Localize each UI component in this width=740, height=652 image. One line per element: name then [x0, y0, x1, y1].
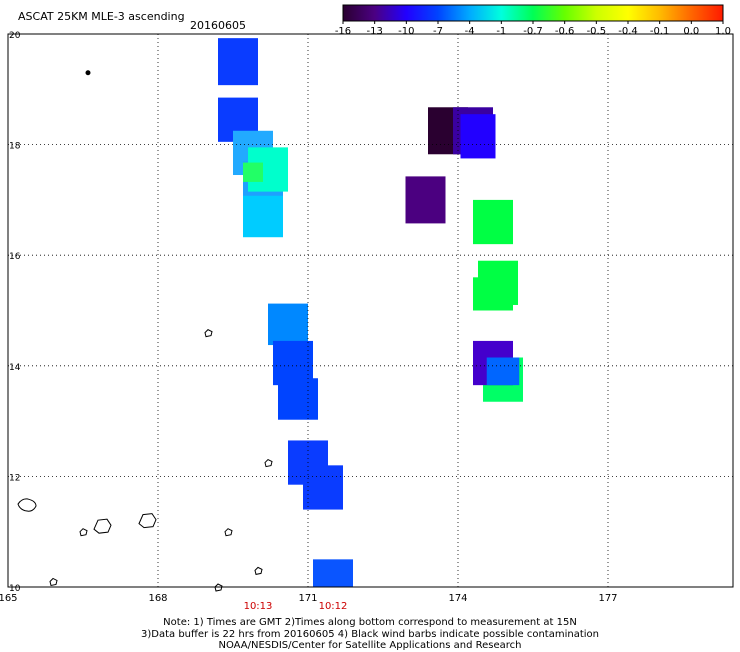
colorbar-tick-label: -0.5	[587, 26, 607, 37]
lat-label: 20	[9, 31, 21, 41]
islands	[17, 70, 273, 592]
product-date: 20160605	[190, 19, 246, 32]
colorbar-tick-label: -4	[465, 26, 475, 37]
colorbar-tick-label: -0.7	[523, 26, 543, 37]
wind-cells	[218, 38, 523, 587]
wind-cell	[405, 176, 446, 224]
island-outline	[138, 513, 157, 529]
island-outline	[264, 458, 273, 468]
colorbar-tick-label: -16	[335, 26, 351, 37]
lon-label: 171	[298, 593, 317, 604]
lon-label: 174	[448, 593, 467, 604]
island-outline	[49, 577, 58, 587]
wind-cell	[268, 303, 308, 346]
island-dot	[85, 70, 91, 76]
lon-label: 168	[148, 593, 167, 604]
lon-label: 177	[598, 593, 617, 604]
island-outline	[224, 528, 233, 537]
wind-cell	[273, 340, 313, 386]
wind-cell	[303, 465, 343, 510]
colorbar-tick-label: -0.4	[618, 26, 638, 37]
note-line-1: Note: 1) Times are GMT 2)Times along bot…	[163, 617, 577, 628]
colorbar-tick-label: 1.0	[715, 26, 731, 37]
wind-cell	[486, 357, 520, 386]
island-outline	[93, 518, 112, 534]
wind-cell	[243, 195, 283, 238]
wind-cell	[218, 38, 258, 86]
island-outline	[204, 329, 213, 338]
colorbar-tick-label: -7	[433, 26, 443, 37]
island-outline	[17, 498, 37, 512]
island-outline	[254, 566, 263, 575]
colorbar-tick-label: 0.0	[683, 26, 699, 37]
wind-cell	[473, 277, 513, 311]
axis-labels: 165 168 171 174 177 20 18 16 14 12 10 10:13 10:12	[0, 31, 618, 612]
lat-label: 12	[9, 473, 20, 483]
lat-label: 16	[9, 252, 21, 262]
wind-cell	[243, 162, 263, 182]
island-outline	[214, 583, 223, 592]
note-line-3: NOAA/NESDIS/Center for Satellite Applica…	[218, 640, 522, 651]
time-label: 10:13	[244, 601, 273, 612]
wind-cell	[473, 199, 513, 245]
colorbar: -16 -13 -10 -7 -4 -1 -0.7 -0.6 -0.5 -0.4 -0.1 0.0 1.…	[335, 4, 731, 37]
lat-label: 18	[9, 142, 21, 152]
graticule	[7, 33, 733, 588]
colorbar-tick-label: -0.1	[650, 26, 670, 37]
footer-note: Note: 1) Times are GMT 2)Times along bot…	[90, 617, 650, 652]
colorbar-tick-label: -0.6	[555, 26, 575, 37]
lat-label: 14	[9, 363, 21, 373]
lat-label: 10	[9, 584, 21, 594]
note-line-2: 3)Data buffer is 22 hrs from 20160605 4)…	[141, 628, 599, 640]
time-label: 10:12	[319, 601, 348, 612]
map-frame	[7, 33, 734, 588]
colorbar-gradient	[342, 4, 724, 22]
colorbar-tick-label: -10	[398, 26, 414, 37]
product-title: ASCAT 25KM MLE-3 ascending	[18, 10, 185, 23]
wind-cell	[313, 559, 353, 587]
colorbar-tick-label: -13	[366, 26, 382, 37]
wind-cell	[278, 378, 318, 420]
lon-label: 165	[0, 593, 18, 604]
island-outline	[79, 528, 88, 537]
colorbar-tick-label: -1	[496, 26, 506, 37]
wind-cell	[460, 114, 496, 159]
